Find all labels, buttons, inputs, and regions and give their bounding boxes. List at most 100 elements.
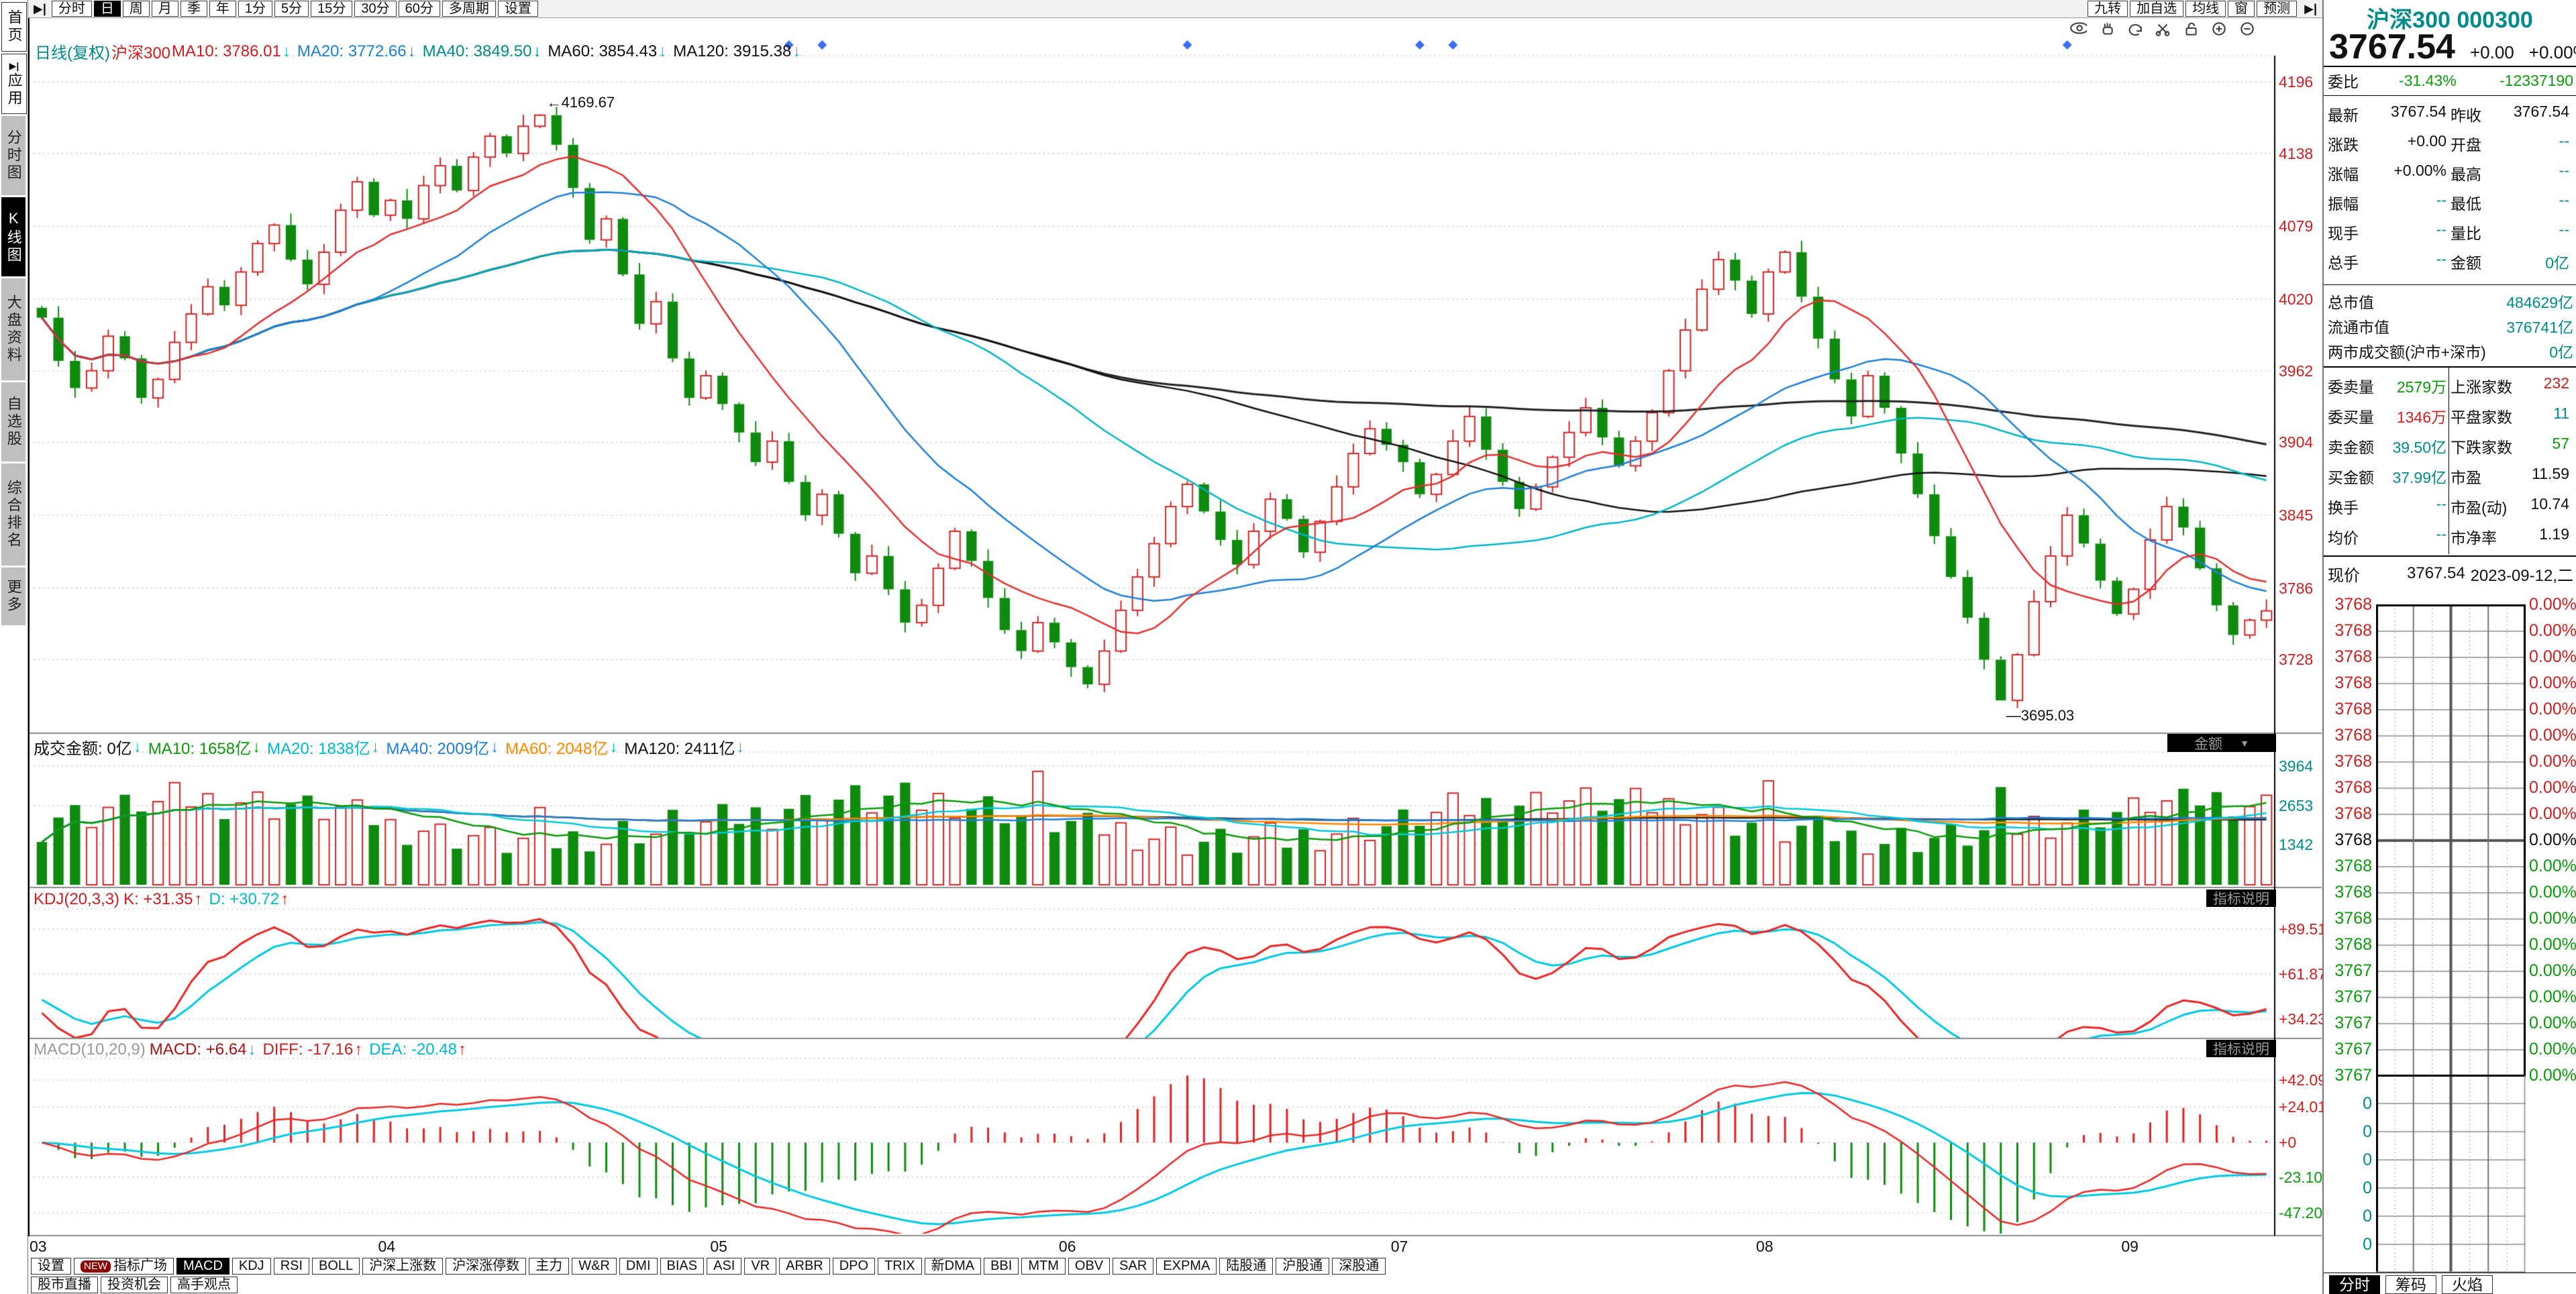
indicator-tab-W&R[interactable]: W&R bbox=[572, 1258, 617, 1275]
sidebar-item-综合排名[interactable]: 综合排名 bbox=[1, 464, 25, 565]
macd-info-badge[interactable]: 指标说明 bbox=[2206, 1040, 2276, 1057]
sidebar-item-大盘资料[interactable]: 大盘资料 bbox=[1, 278, 25, 380]
indicator-tab-BOLL[interactable]: BOLL bbox=[312, 1258, 360, 1275]
indicator-value: 日线(复权) bbox=[35, 44, 110, 62]
indicator-tab-沪股通[interactable]: 沪股通 bbox=[1276, 1258, 1330, 1275]
scissors-icon[interactable] bbox=[2154, 21, 2171, 36]
tab-label: 沪股通 bbox=[1282, 1258, 1323, 1273]
ladder-pct-label: 0.00% bbox=[2529, 647, 2576, 666]
indicator-tab-EXPMA[interactable]: EXPMA bbox=[1156, 1258, 1217, 1275]
period-tab-设置[interactable]: 设置 bbox=[497, 1, 538, 17]
indicator-tab-BIAS[interactable]: BIAS bbox=[660, 1258, 705, 1275]
indicator-tab-SAR[interactable]: SAR bbox=[1113, 1258, 1154, 1275]
eye-icon[interactable] bbox=[2069, 21, 2087, 36]
indicator-tab-VR[interactable]: VR bbox=[744, 1258, 777, 1275]
field-label: 涨幅 bbox=[2328, 166, 2359, 183]
main-chart-header: 日线(复权) 沪深300 MA10: 3786.01 ↓ MA20: 3772.66 ↓ M… bbox=[35, 40, 807, 63]
volume-unit-dropdown[interactable]: 金额 ▼ bbox=[2167, 734, 2276, 752]
tab-label: KDJ bbox=[238, 1258, 264, 1273]
indicator-tab-RSI[interactable]: RSI bbox=[273, 1258, 310, 1275]
undo-icon[interactable] bbox=[2126, 21, 2143, 36]
tool-tab-九转[interactable]: 九转 bbox=[2088, 1, 2128, 17]
sidebar-item-应用[interactable]: ▶| 应用 bbox=[1, 54, 27, 114]
kdj-info-badge[interactable]: 指标说明 bbox=[2206, 889, 2276, 907]
indicator-tab-主力[interactable]: 主力 bbox=[529, 1258, 570, 1275]
quote-cell: 总手 -- bbox=[2328, 250, 2451, 273]
tool-tab-预测[interactable]: 预测 bbox=[2257, 1, 2298, 17]
period-tab-日[interactable]: 日 bbox=[93, 1, 121, 17]
field-label: 昨收 bbox=[2451, 107, 2481, 124]
period-tab-30分[interactable]: 30分 bbox=[354, 1, 397, 17]
indicator-tab-ARBR[interactable]: ARBR bbox=[779, 1258, 830, 1275]
indicator-tab-TRIX[interactable]: TRIX bbox=[878, 1258, 922, 1275]
ladder-price-label: 3768 bbox=[2334, 804, 2372, 823]
period-tab-分时[interactable]: 分时 bbox=[51, 1, 92, 17]
indicator-tab-沪深上涨数[interactable]: 沪深上涨数 bbox=[362, 1258, 444, 1275]
period-tab-60分[interactable]: 60分 bbox=[398, 1, 440, 17]
tool-tab-均线[interactable]: 均线 bbox=[2185, 1, 2226, 17]
indicator-value: 沪深300 bbox=[111, 44, 171, 62]
period-tab-周[interactable]: 周 bbox=[122, 1, 150, 17]
field-value: +0.00% bbox=[2393, 162, 2446, 179]
indicator-tab-沪深涨停数[interactable]: 沪深涨停数 bbox=[446, 1258, 527, 1275]
sidebar-item-label: K线图 bbox=[5, 209, 22, 264]
mini-tab-火焰[interactable]: 火焰 bbox=[2442, 1275, 2493, 1294]
period-tab-月[interactable]: 月 bbox=[151, 1, 178, 17]
field-value: +0.00 bbox=[2407, 132, 2446, 150]
indicator-tab-BBI[interactable]: BBI bbox=[984, 1258, 1019, 1275]
ladder-pct-label: 0.00% bbox=[2529, 1014, 2576, 1032]
main-chart-canvas[interactable] bbox=[30, 18, 2322, 1238]
trend-arrow-icon: ↓ bbox=[736, 737, 745, 756]
mini-tab-筹码[interactable]: 筹码 bbox=[2385, 1275, 2436, 1294]
sidebar-item-更多[interactable]: 更多 bbox=[1, 568, 25, 625]
chevron-down-icon: ▼ bbox=[2240, 737, 2249, 749]
sidebar-item-分时图[interactable]: 分时图 bbox=[1, 116, 25, 195]
indicator-tab-设置[interactable]: 设置 bbox=[31, 1258, 71, 1275]
indicator-tab-KDJ[interactable]: KDJ bbox=[231, 1258, 271, 1275]
indicator-value: MA40: 2009亿 bbox=[386, 740, 489, 758]
trend-arrow-icon: ↓ bbox=[490, 737, 499, 756]
indicator-tab-新DMA[interactable]: 新DMA bbox=[924, 1258, 982, 1275]
tool-tab-加自选[interactable]: 加自选 bbox=[2130, 1, 2184, 17]
current-date: 2023-09-12,二 bbox=[2470, 566, 2573, 585]
indicator-tab-MACD[interactable]: MACD bbox=[176, 1258, 229, 1275]
indicator-tab-指标广场[interactable]: NEW 指标广场 bbox=[74, 1258, 174, 1275]
x-axis-dates: 03 04 05 06 07 08 09 bbox=[28, 1236, 2322, 1255]
period-tab-多周期[interactable]: 多周期 bbox=[442, 1, 496, 17]
period-tab-5分[interactable]: 5分 bbox=[274, 1, 309, 17]
divider bbox=[2324, 95, 2576, 96]
lock-icon[interactable] bbox=[2182, 21, 2200, 36]
content-tab-投资机会[interactable]: 投资机会 bbox=[101, 1277, 168, 1293]
indicator-tab-DPO[interactable]: DPO bbox=[832, 1258, 876, 1275]
sidebar-item-K线图[interactable]: K线图 bbox=[1, 197, 25, 276]
collapse-panel-icon[interactable]: ▶| bbox=[2304, 1, 2317, 15]
content-tab-股市直播[interactable]: 股市直播 bbox=[31, 1277, 98, 1293]
field-label: 上涨家数 bbox=[2451, 378, 2512, 396]
period-tab-1分[interactable]: 1分 bbox=[238, 1, 273, 17]
sidebar-item-label: 自选股 bbox=[5, 396, 22, 448]
intraday-mini-chart[interactable] bbox=[2376, 604, 2526, 1273]
ladder-price-label: 3768 bbox=[2334, 752, 2372, 771]
tab-label: 新DMA bbox=[931, 1258, 975, 1273]
period-tab-年[interactable]: 年 bbox=[209, 1, 236, 17]
mini-tab-分时[interactable]: 分时 bbox=[2329, 1275, 2380, 1294]
sidebar-item-自选股[interactable]: 自选股 bbox=[1, 382, 25, 462]
quote-row: 最新 3767.54 昨收 3767.54 bbox=[2328, 101, 2573, 127]
indicator-tab-陆股通[interactable]: 陆股通 bbox=[1219, 1258, 1274, 1275]
nav-forward-icon[interactable]: ▶| bbox=[34, 1, 46, 15]
cap-row: 两市成交额(沪市+深市) 0亿 bbox=[2328, 339, 2573, 362]
sidebar-item-首页[interactable]: 首页 bbox=[1, 2, 27, 52]
hand-icon[interactable] bbox=[2098, 21, 2115, 36]
indicator-tab-OBV[interactable]: OBV bbox=[1068, 1258, 1111, 1275]
content-tab-高手观点[interactable]: 高手观点 bbox=[170, 1277, 238, 1293]
zoom-out-icon[interactable] bbox=[2238, 21, 2256, 36]
indicator-tab-DMI[interactable]: DMI bbox=[619, 1258, 658, 1275]
indicator-tab-ASI[interactable]: ASI bbox=[707, 1258, 742, 1275]
period-tab-15分[interactable]: 15分 bbox=[311, 1, 353, 17]
tool-tab-窗[interactable]: 窗 bbox=[2228, 1, 2255, 17]
ladder-price-label: 3768 bbox=[2334, 700, 2372, 718]
indicator-tab-深股通[interactable]: 深股通 bbox=[1332, 1258, 1386, 1275]
indicator-tab-MTM[interactable]: MTM bbox=[1021, 1258, 1066, 1275]
period-tab-季[interactable]: 季 bbox=[180, 1, 207, 17]
zoom-in-icon[interactable] bbox=[2210, 21, 2228, 36]
